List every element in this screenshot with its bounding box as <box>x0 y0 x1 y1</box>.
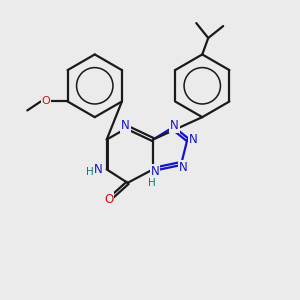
Text: N: N <box>178 160 187 173</box>
Text: H: H <box>148 178 155 188</box>
Text: O: O <box>42 97 50 106</box>
Text: N: N <box>170 119 179 132</box>
Text: N: N <box>189 133 198 146</box>
Text: H: H <box>86 167 94 177</box>
Text: N: N <box>94 163 103 176</box>
Text: O: O <box>104 193 113 206</box>
Text: N: N <box>151 165 160 178</box>
Text: N: N <box>121 119 130 132</box>
